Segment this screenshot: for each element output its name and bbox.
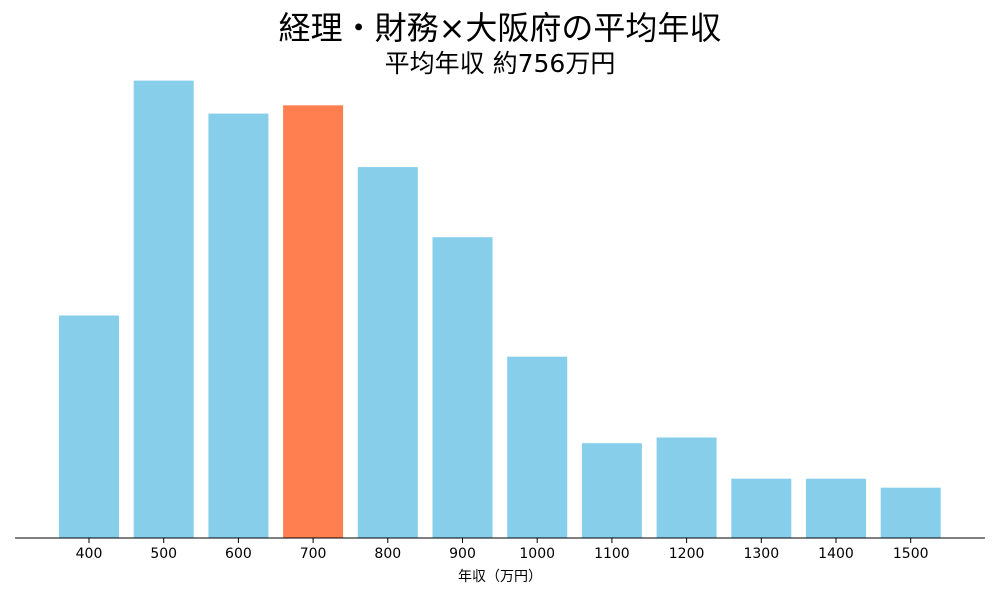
bar-1100 bbox=[581, 443, 642, 538]
bar-800 bbox=[357, 167, 418, 538]
bar-1000 bbox=[507, 356, 568, 538]
x-tick-label-1000: 1000 bbox=[519, 546, 555, 562]
x-tick-label-1100: 1100 bbox=[594, 546, 630, 562]
x-axis-label: 年収（万円） bbox=[458, 569, 542, 585]
bar-1200 bbox=[656, 437, 717, 538]
x-tick-label-400: 400 bbox=[76, 546, 103, 562]
bar-500 bbox=[133, 80, 194, 538]
bar-400 bbox=[59, 315, 119, 538]
x-tick-label-1500: 1500 bbox=[893, 546, 929, 562]
x-tick-label-700: 700 bbox=[300, 546, 327, 562]
x-tick-label-1400: 1400 bbox=[818, 546, 854, 562]
x-tick-label-800: 800 bbox=[374, 546, 401, 562]
x-tick-label-1300: 1300 bbox=[743, 546, 779, 562]
chart-subtitle: 平均年収 約756万円 bbox=[385, 49, 616, 78]
bar-1400 bbox=[806, 478, 866, 538]
bar-600 bbox=[208, 113, 269, 538]
bars-group bbox=[59, 80, 941, 539]
x-tick-label-900: 900 bbox=[449, 546, 476, 562]
bar-1300 bbox=[731, 478, 792, 538]
x-tick-label-600: 600 bbox=[225, 546, 252, 562]
bar-1500 bbox=[880, 487, 941, 538]
bar-700 bbox=[283, 105, 344, 539]
chart-title: 経理・財務×大阪府の平均年収 bbox=[279, 9, 722, 47]
x-ticks-group: 400 500 600 700 800 900 1000 1100 1200 1300 1400 15… bbox=[76, 538, 929, 562]
x-tick-label-1200: 1200 bbox=[669, 546, 705, 562]
x-tick-label-500: 500 bbox=[150, 546, 177, 562]
bar-900 bbox=[432, 237, 493, 538]
